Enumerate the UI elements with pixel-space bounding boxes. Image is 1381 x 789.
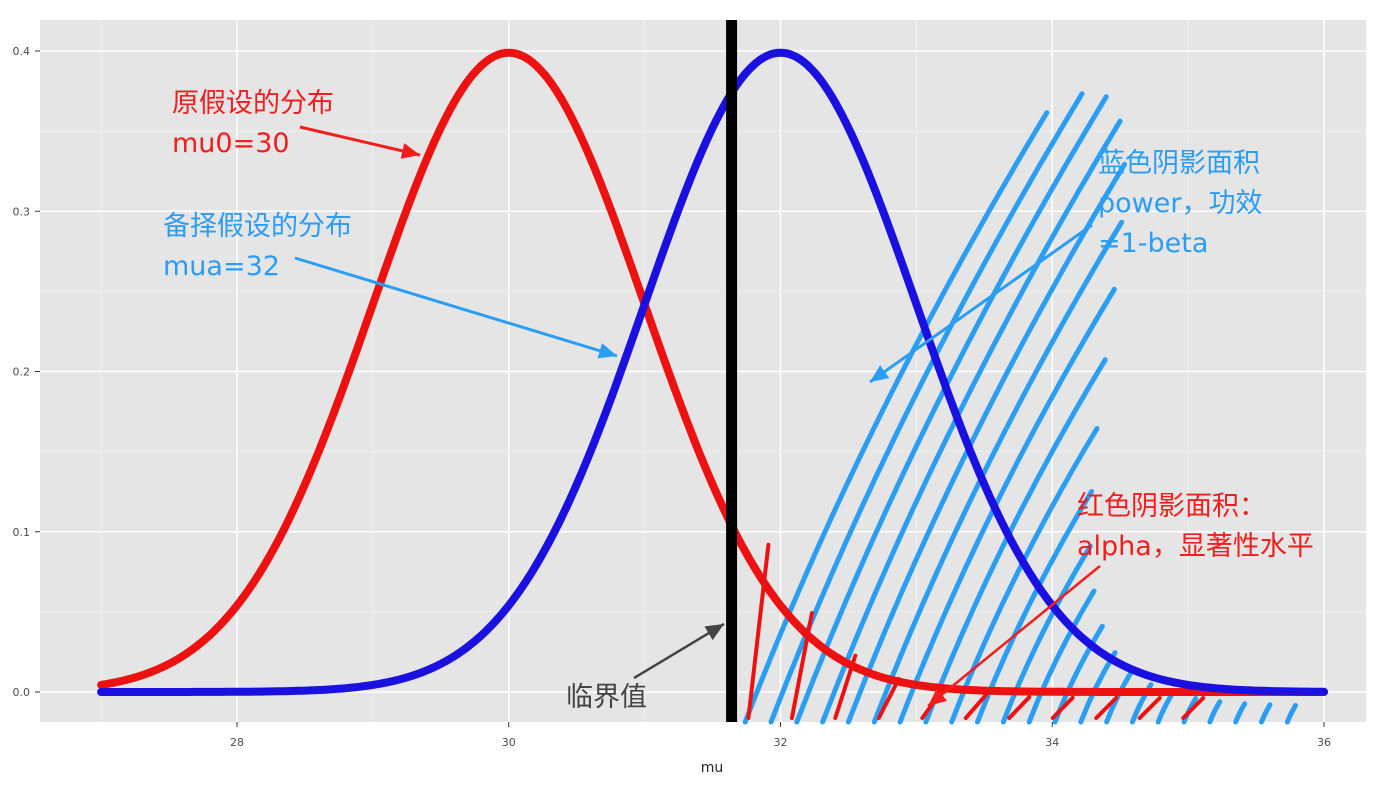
alpha-hatch-mark xyxy=(963,693,988,720)
alpha-hatch-mark xyxy=(1137,696,1162,720)
curves xyxy=(97,20,1328,722)
alternative-distribution-curve xyxy=(97,48,1328,696)
power-hatch-mark xyxy=(1129,682,1154,725)
power-arrow xyxy=(869,223,1093,384)
critical-value-label-line: 临界值 xyxy=(566,682,647,713)
alternative-distribution-label-line: mua=32 xyxy=(163,251,280,282)
power-hatch-mark xyxy=(794,94,1109,725)
x-tick-label: 30 xyxy=(502,736,516,749)
x-axis-title: mu xyxy=(701,760,724,776)
power-hatch-mark xyxy=(1000,543,1093,725)
null-distribution-arrow-head xyxy=(400,143,420,159)
alternative-distribution-arrow xyxy=(294,256,618,358)
annotation-arrows xyxy=(294,125,1101,707)
y-tick-label: 0.4 xyxy=(13,45,31,58)
alpha-hatch-mark xyxy=(876,676,901,720)
alpha-hatch-mark xyxy=(1181,696,1206,720)
null-distribution-curve xyxy=(97,48,1328,696)
alpha-label-line: alpha，显著性水平 xyxy=(1077,531,1314,562)
alpha-arrow-head xyxy=(928,688,948,706)
power-label-line: =1-beta xyxy=(1098,228,1208,259)
power-label-line: power，功效 xyxy=(1098,188,1262,219)
power-hatch-mark xyxy=(923,357,1108,725)
alpha-label-line: 红色阴影面积： xyxy=(1077,491,1266,522)
alpha-hatch-mark xyxy=(1094,695,1119,720)
power-hatch-mark xyxy=(742,110,1050,725)
y-tick-label: 0.3 xyxy=(13,205,31,218)
null-distribution-arrow xyxy=(299,125,421,157)
alpha-hatch-mark xyxy=(1050,695,1075,720)
power-label-line: 蓝色阴影面积 xyxy=(1098,148,1260,179)
power-hatch-mark xyxy=(1233,701,1248,725)
null-distribution-label-line: 原假设的分布 xyxy=(172,88,334,119)
alternative-distribution-arrow-head xyxy=(597,343,617,359)
alpha-arrow xyxy=(927,565,1101,707)
y-tick-label: 0.2 xyxy=(13,366,31,379)
critical-value-arrow-head xyxy=(704,624,724,641)
power-hatch-mark xyxy=(949,426,1100,725)
power-hatch-mark xyxy=(1284,702,1298,725)
x-tick-label: 32 xyxy=(774,736,788,749)
y-tick-label: 0.0 xyxy=(13,686,31,699)
alpha-hatch-mark xyxy=(1007,695,1032,720)
x-tick-label: 28 xyxy=(230,736,244,749)
power-hatch-mark xyxy=(1026,588,1097,725)
axes: 28 30 32 34 36 0.0 0.1 0.2 0.3 0.4 xyxy=(13,45,1332,749)
power-hatch-mark xyxy=(1259,702,1273,725)
power-arrow-head xyxy=(870,365,890,382)
x-tick-label: 34 xyxy=(1045,736,1059,749)
null-distribution-label-line: mu0=30 xyxy=(172,128,290,159)
power-hatch-mark xyxy=(1207,699,1223,725)
alternative-distribution-label-line: 备择假设的分布 xyxy=(163,211,352,242)
x-tick-label: 36 xyxy=(1317,736,1331,749)
annotations: 原假设的分布 mu0=30 备择假设的分布 mua=32 蓝色阴影面积 power，功效 =… xyxy=(163,88,1314,713)
alpha-hatch-mark xyxy=(746,542,771,720)
y-tick-label: 0.1 xyxy=(13,526,31,539)
power-hatch-mark xyxy=(871,219,1125,725)
